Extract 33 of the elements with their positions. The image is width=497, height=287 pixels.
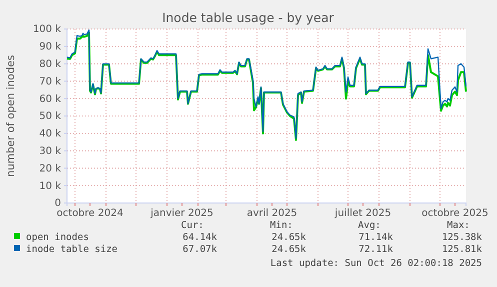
legend-label: open inodes <box>26 232 89 243</box>
text: 125.81k <box>442 244 482 255</box>
y-tick-label: 50 k <box>39 111 62 122</box>
text: 64.14k <box>182 232 218 243</box>
y-tick-label: 30 k <box>39 146 62 157</box>
y-tick-label: 100 k <box>32 24 62 36</box>
legend-label: inode table size <box>26 244 118 255</box>
text: Min: <box>270 220 293 231</box>
text: Avg: <box>358 220 381 231</box>
x-tick-label: avril 2025 <box>246 208 298 220</box>
text: 67.07k <box>182 244 218 255</box>
y-tick-label: 90 k <box>39 42 62 53</box>
y-tick-label: 80 k <box>39 59 62 70</box>
chart-title: Inode table usage - by year <box>162 10 335 25</box>
y-tick-label: 10 k <box>39 180 62 192</box>
x-tick-label: octobre 2025 <box>422 208 488 220</box>
text: 71.14k <box>358 232 394 243</box>
y-tick-label: 70 k <box>39 76 62 88</box>
y-tick-label: 60 k <box>39 94 62 105</box>
x-tick-label: octobre 2024 <box>56 208 124 220</box>
text: 24.65k <box>272 232 306 243</box>
text: Cur: <box>181 220 204 231</box>
text: 125.38k <box>442 232 482 243</box>
y-tick-label: 0 <box>54 198 61 210</box>
text: 24.65k <box>272 244 306 255</box>
y-tick-label: 20 k <box>39 163 62 174</box>
y-axis-title: number of open inodes <box>5 55 17 177</box>
text: Max: <box>447 220 470 231</box>
x-tick-label: juillet 2025 <box>334 208 392 220</box>
x-tick-label: janvier 2025 <box>150 208 214 220</box>
y-tick-label: 40 k <box>39 128 62 140</box>
text: 72.11k <box>358 244 394 255</box>
text: Last update: Sun Oct 26 02:00:18 2025 <box>270 258 482 269</box>
